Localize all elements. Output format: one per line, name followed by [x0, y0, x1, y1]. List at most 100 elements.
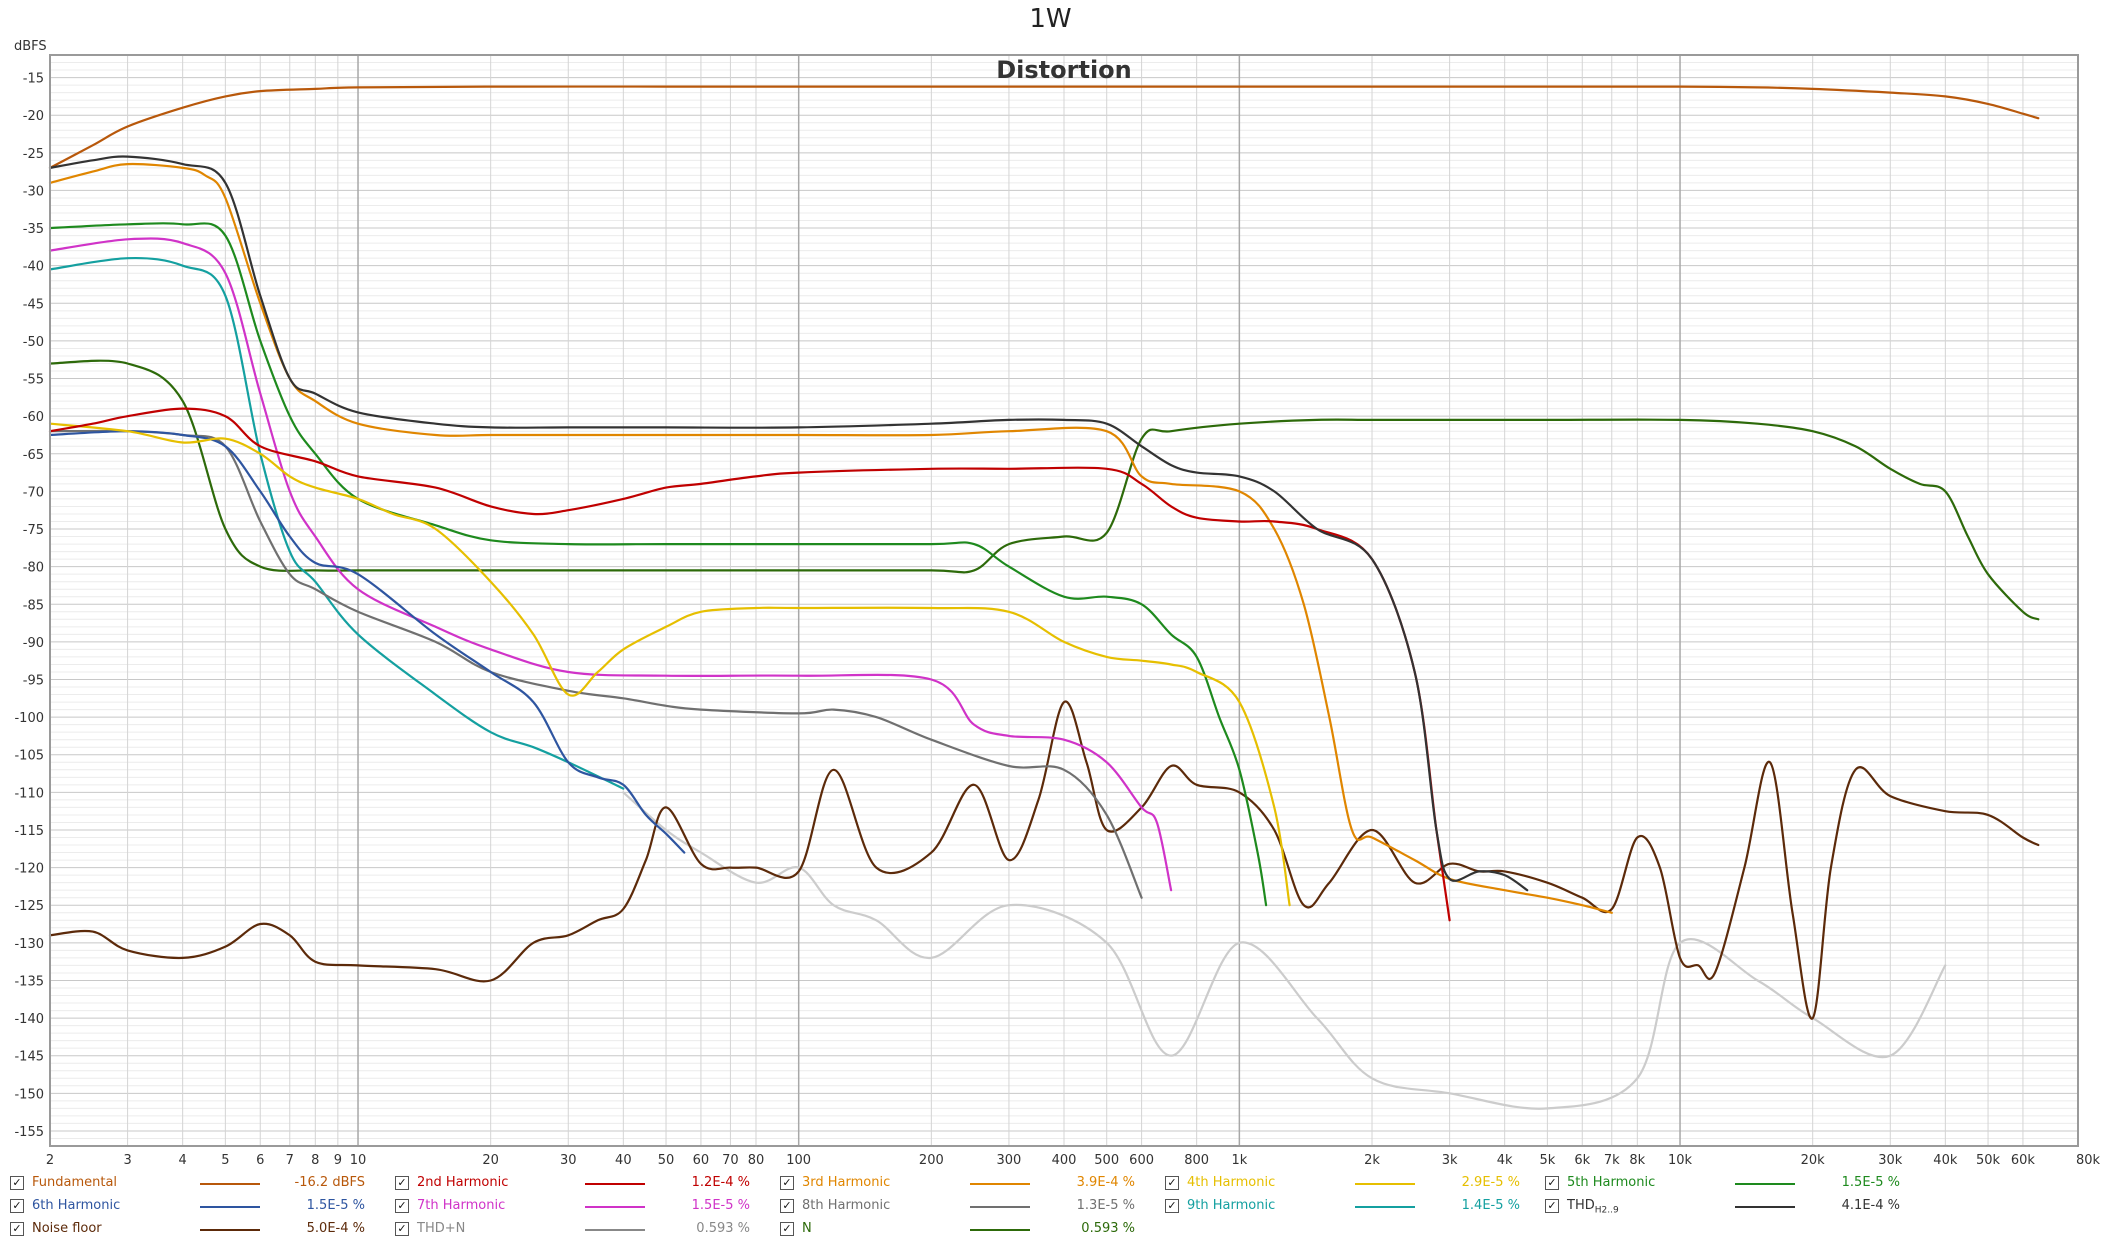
legend-checkbox[interactable]: ✓	[780, 1222, 794, 1236]
y-tick-label: -80	[23, 561, 44, 576]
y-tick-label: -40	[23, 260, 44, 275]
legend-label: 4th Harmonic	[1187, 1172, 1275, 1194]
x-tick-label: 6	[256, 1153, 264, 1168]
legend-swatch	[585, 1229, 645, 1231]
x-tick-label: 4k	[1497, 1153, 1513, 1168]
legend-swatch	[1735, 1206, 1795, 1208]
x-tick-label: 40k	[1933, 1153, 1958, 1168]
series-line-noise-floor	[48, 700, 2040, 1020]
legend-value: 3.9E-4 %	[1076, 1175, 1135, 1190]
legend-checkbox[interactable]: ✓	[10, 1176, 24, 1190]
legend-checkbox[interactable]: ✓	[780, 1199, 794, 1213]
legend-swatch	[200, 1229, 260, 1231]
y-tick-label: -100	[14, 711, 44, 726]
legend-swatch	[1355, 1206, 1415, 1208]
legend-label-text: 8th Harmonic	[802, 1198, 891, 1213]
y-tick-label: -15	[23, 72, 44, 87]
series-line-4th-harmonic	[48, 422, 1291, 907]
y-tick-label: -45	[23, 297, 44, 312]
series-line-5th-harmonic	[48, 222, 1268, 907]
legend-item-n: ✓ N 0.593 %	[780, 1218, 1150, 1240]
x-tick-label: 5k	[1539, 1153, 1555, 1168]
y-tick-label: -95	[23, 674, 44, 689]
x-tick-label: 4	[179, 1153, 187, 1168]
legend-checkbox[interactable]: ✓	[395, 1176, 409, 1190]
legend-value: 1.2E-4 %	[691, 1175, 750, 1190]
legend-label-text: 3rd Harmonic	[802, 1175, 891, 1190]
legend-label: 6th Harmonic	[32, 1195, 120, 1217]
x-tick-label: 3k	[1442, 1153, 1458, 1168]
y-tick-label: -35	[23, 222, 44, 237]
legend-value: 1.3E-5 %	[1076, 1198, 1135, 1213]
legend-label: 2nd Harmonic	[417, 1172, 508, 1194]
legend-label-text: THD	[1567, 1198, 1595, 1213]
legend-checkbox[interactable]: ✓	[1165, 1176, 1179, 1190]
x-tick-label: 50	[658, 1153, 675, 1168]
y-tick-label: -155	[14, 1125, 44, 1140]
y-tick-label: -135	[14, 974, 44, 989]
series-line-8th-harmonic	[48, 429, 1143, 899]
y-tick-label: -25	[23, 147, 44, 162]
legend-checkbox[interactable]: ✓	[395, 1222, 409, 1236]
legend-checkbox[interactable]: ✓	[1545, 1199, 1559, 1213]
legend-checkbox[interactable]: ✓	[395, 1199, 409, 1213]
legend-value: 0.593 %	[696, 1221, 750, 1236]
x-tick-label: 50k	[1976, 1153, 2001, 1168]
legend-checkbox[interactable]: ✓	[1165, 1199, 1179, 1213]
y-tick-label: -120	[14, 862, 44, 877]
y-tick-label: -125	[14, 899, 44, 914]
chart-title: Distortion	[996, 56, 1132, 84]
x-tick-label: 200	[919, 1153, 944, 1168]
series-layer	[48, 85, 2040, 1110]
legend-checkbox[interactable]: ✓	[780, 1176, 794, 1190]
x-tick-label: 30	[560, 1153, 577, 1168]
legend-value: 4.1E-4 %	[1841, 1198, 1900, 1213]
legend-item-2nd-harmonic: ✓ 2nd Harmonic 1.2E-4 %	[395, 1172, 765, 1194]
legend-swatch	[1355, 1183, 1415, 1185]
y-tick-label: -90	[23, 636, 44, 651]
legend-checkbox[interactable]: ✓	[10, 1222, 24, 1236]
y-tick-label: -145	[14, 1050, 44, 1065]
x-tick-label: 20k	[1801, 1153, 1826, 1168]
legend-swatch	[585, 1183, 645, 1185]
y-tick-label: -65	[23, 448, 44, 463]
x-tick-label: 2k	[1364, 1153, 1380, 1168]
legend-checkbox[interactable]: ✓	[1545, 1176, 1559, 1190]
legend-item-4th-harmonic: ✓ 4th Harmonic 2.9E-5 %	[1165, 1172, 1535, 1194]
legend-value: 1.4E-5 %	[1461, 1198, 1520, 1213]
legend-label: 3rd Harmonic	[802, 1172, 890, 1194]
legend-item-thd: ✓ THDH2..9 4.1E-4 %	[1545, 1195, 1915, 1217]
y-tick-label: -150	[14, 1087, 44, 1102]
x-tick-label: 600	[1129, 1153, 1154, 1168]
x-tick-label: 60	[693, 1153, 710, 1168]
legend-label: THD+N	[417, 1218, 465, 1240]
legend-item-7th-harmonic: ✓ 7th Harmonic 1.5E-5 %	[395, 1195, 765, 1217]
legend-label: Fundamental	[32, 1172, 117, 1194]
legend-label: 8th Harmonic	[802, 1195, 890, 1217]
x-tick-label: 40	[615, 1153, 632, 1168]
legend-label-text: Fundamental	[32, 1175, 118, 1190]
y-tick-label: -115	[14, 824, 44, 839]
legend-item-noise-floor: ✓ Noise floor 5.0E-4 %	[10, 1218, 380, 1240]
y-tick-label: -75	[23, 523, 44, 538]
legend-label-text: 2nd Harmonic	[417, 1175, 509, 1190]
series-line-3rd-harmonic	[48, 162, 1613, 914]
y-tick-label: -20	[23, 109, 44, 124]
y-tick-label: -50	[23, 335, 44, 350]
legend-checkbox[interactable]: ✓	[10, 1199, 24, 1213]
legend-label: THDH2..9	[1567, 1195, 1619, 1222]
plot-frame	[49, 54, 2079, 1147]
x-tick-label: 1k	[1231, 1153, 1247, 1168]
x-axis-ticks: 2 3 4 5 6 7 8 9 10 20 30 40 50 60 70 80 100 200 300 400 500 6…	[46, 1153, 2101, 1168]
legend-value: 0.593 %	[1081, 1221, 1135, 1236]
legend-swatch	[1735, 1183, 1795, 1185]
x-tick-label: 5	[221, 1153, 229, 1168]
legend-label-text: 9th Harmonic	[1187, 1198, 1276, 1213]
x-tick-label: 8	[311, 1153, 319, 1168]
x-tick-label: 10k	[1668, 1153, 1693, 1168]
x-tick-label: 6k	[1574, 1153, 1590, 1168]
legend-item-5th-harmonic: ✓ 5th Harmonic 1.5E-5 %	[1545, 1172, 1915, 1194]
x-tick-label: 400	[1052, 1153, 1077, 1168]
x-tick-label: 300	[997, 1153, 1022, 1168]
x-tick-label: 800	[1184, 1153, 1209, 1168]
